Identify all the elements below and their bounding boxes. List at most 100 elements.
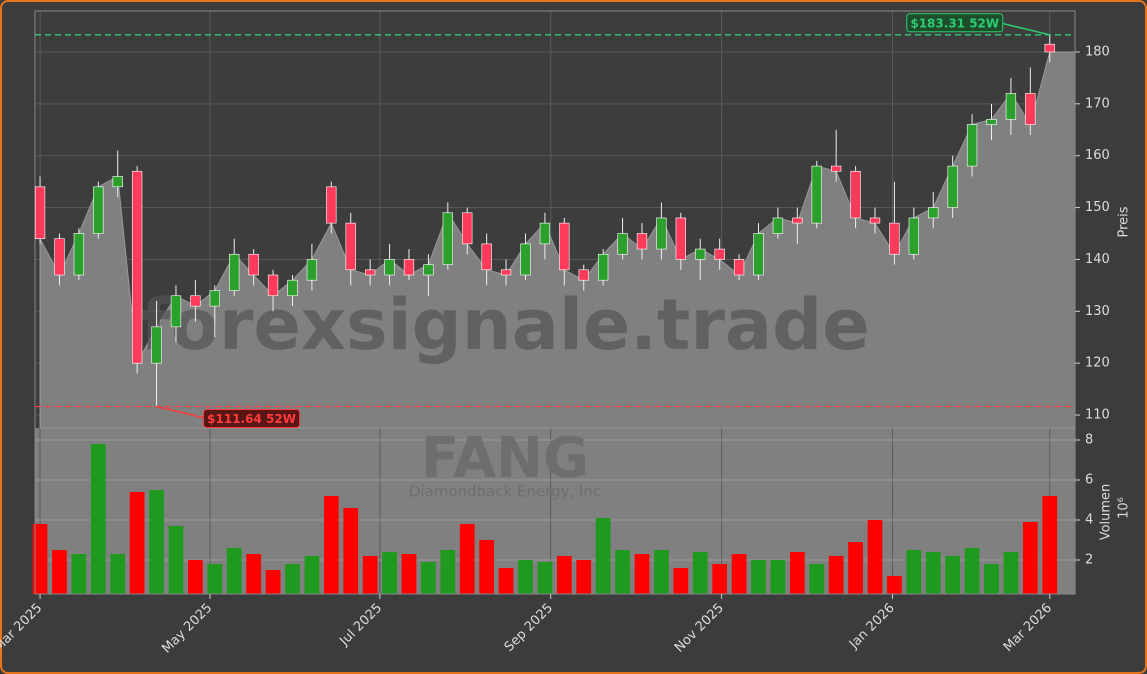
candle-body <box>287 279 298 297</box>
volume-bar <box>246 554 262 594</box>
candle-body <box>442 212 453 265</box>
volume-bar <box>421 562 436 594</box>
candle-body <box>656 217 667 250</box>
volume-bar <box>382 552 397 594</box>
volume-bar <box>518 560 533 594</box>
x-tick-label: Nov 2025 <box>672 601 727 656</box>
candle-body <box>578 269 589 281</box>
y-tick-label: 120 <box>1085 356 1110 371</box>
candle-body <box>481 243 492 271</box>
candle-body <box>306 259 318 281</box>
volume-bar <box>1042 496 1058 594</box>
volume-bar <box>906 550 922 594</box>
volume-bar <box>712 564 728 594</box>
volume-bar <box>984 564 999 594</box>
volume-bar <box>168 526 184 594</box>
volume-axis-label: Volumen <box>1099 484 1114 541</box>
volume-bar <box>90 444 106 594</box>
volume-bar <box>285 564 300 594</box>
volume-tick-label: 6 <box>1085 473 1093 488</box>
candle-body <box>190 295 201 307</box>
volume-bar <box>440 550 456 594</box>
volume-bar <box>751 560 766 594</box>
volume-bar <box>654 550 669 594</box>
symbol-watermark: FANG <box>421 426 589 491</box>
candle-body <box>928 207 939 219</box>
candle-body <box>617 233 628 255</box>
candle-body <box>986 119 997 125</box>
candle-body <box>131 170 143 364</box>
candle-body <box>364 269 376 276</box>
y-tick-label: 130 <box>1085 304 1110 319</box>
candle-body <box>403 259 415 276</box>
candle-body <box>423 264 434 276</box>
x-tick-label: Mar 2026 <box>1001 601 1055 655</box>
volume-bar <box>1003 552 1019 594</box>
volume-bar <box>32 524 48 594</box>
volume-bar <box>226 548 242 594</box>
volume-bar <box>304 556 320 594</box>
volume-bar <box>459 524 475 594</box>
volume-bar <box>673 568 689 594</box>
candle-body <box>229 253 240 291</box>
candle-body <box>889 222 900 255</box>
annotation-label: $111.64 52W <box>207 412 296 426</box>
candle-body <box>869 217 881 224</box>
candle-body <box>1025 93 1036 125</box>
volume-bar <box>634 554 650 594</box>
y-tick-label: 150 <box>1085 200 1110 215</box>
y-axis-label: Preis <box>1117 206 1132 237</box>
watermark: forexsignale.trade <box>140 284 869 366</box>
candle-body <box>500 269 512 276</box>
volume-bar <box>925 552 941 594</box>
volume-bar <box>615 550 630 594</box>
volume-unit: 10⁶ <box>1117 497 1132 519</box>
candle-body <box>733 259 745 276</box>
candle-body <box>345 222 356 271</box>
volume-bar <box>809 564 825 594</box>
candle-body <box>54 238 65 276</box>
candle-body <box>539 222 551 245</box>
volume-bar <box>789 552 805 594</box>
candle-body <box>267 274 279 297</box>
annotation-box <box>906 13 1004 33</box>
volume-bar <box>52 550 67 594</box>
annotation-arrow <box>156 405 207 420</box>
candle-body <box>93 186 104 234</box>
annotation-label: $183.31 52W <box>910 16 999 30</box>
candle-body <box>462 212 473 245</box>
company-watermark: Diamondback Energy, Inc <box>409 483 601 501</box>
volume-bar <box>692 552 708 594</box>
candle-body <box>714 248 725 260</box>
volume-bar <box>867 520 883 594</box>
candle-body <box>850 170 861 219</box>
candle-body <box>73 233 85 276</box>
volume-bar <box>265 570 281 594</box>
y-tick-label: 170 <box>1085 96 1110 111</box>
volume-tick-label: 8 <box>1085 433 1093 448</box>
candle-body <box>908 217 919 255</box>
volume-bar <box>887 576 902 594</box>
candle-body <box>209 290 220 307</box>
candle-body <box>966 124 978 167</box>
candle-body <box>811 165 822 224</box>
candle-body <box>520 243 531 276</box>
volume-bar <box>323 496 339 594</box>
candle-body <box>326 186 337 224</box>
volume-bar <box>595 518 611 594</box>
volume-bar <box>945 556 961 594</box>
volume-bar <box>828 556 844 594</box>
candle-body <box>384 259 395 276</box>
volume-bar <box>1022 522 1038 594</box>
y-tick-label: 180 <box>1085 44 1110 59</box>
y-tick-label: 140 <box>1085 252 1110 267</box>
candle-body <box>151 326 162 364</box>
candle-body <box>792 217 803 224</box>
volume-bar <box>71 554 87 594</box>
candle-body <box>831 165 842 172</box>
volume-bar <box>498 568 514 594</box>
x-tick-label: Jul 2025 <box>336 601 385 650</box>
candle-body <box>598 253 609 281</box>
candle-body <box>695 248 706 260</box>
